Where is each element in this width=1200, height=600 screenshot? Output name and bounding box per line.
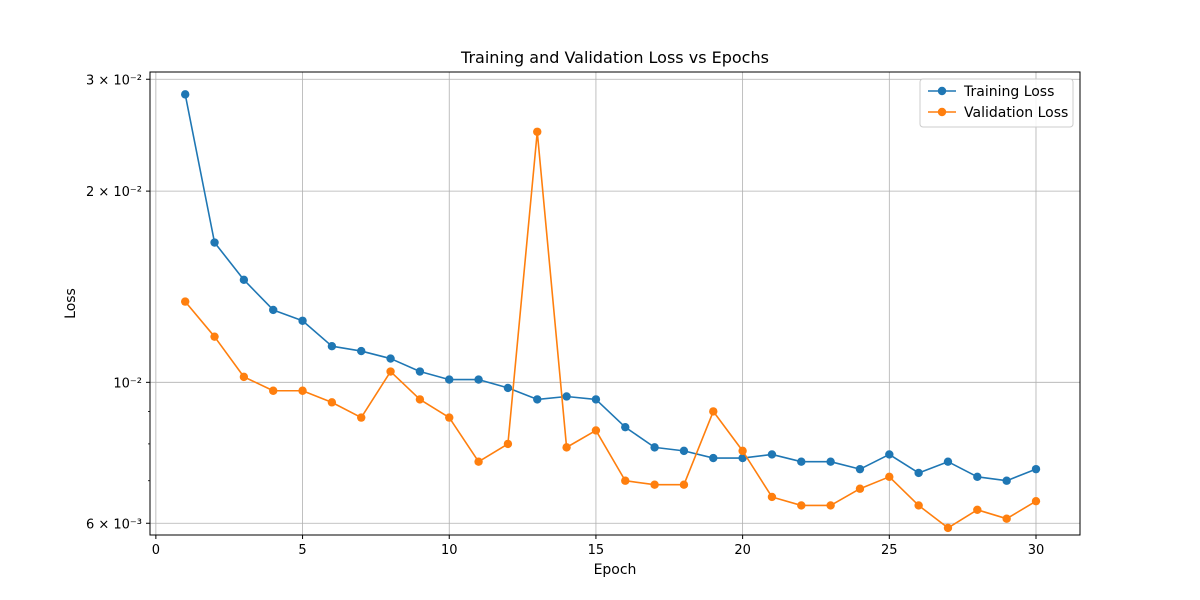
chart-title: Training and Validation Loss vs Epochs — [460, 48, 769, 67]
data-point — [650, 443, 659, 452]
data-point — [533, 127, 542, 136]
data-point — [914, 468, 923, 478]
data-point — [826, 457, 835, 466]
data-point — [415, 395, 425, 404]
legend-item: Training Loss — [928, 84, 1054, 100]
data-point — [269, 305, 278, 315]
y-tick-label: 3 × 10⁻² — [86, 73, 142, 88]
data-point — [181, 90, 190, 99]
legend-box — [919, 78, 1074, 128]
series-validation-loss — [181, 127, 1041, 533]
data-point — [650, 480, 659, 489]
series-line — [184, 130, 1037, 529]
series-line — [184, 94, 1037, 482]
x-tick-label: 25 — [881, 543, 898, 558]
plot-frame — [149, 71, 1081, 536]
data-point — [298, 316, 307, 325]
data-point — [767, 450, 777, 459]
ticks: 0 5 10 15 20 25 30 6 × 10⁻³ 10⁻² 2 × 10⁻² 3 × 10⁻² — [86, 73, 1044, 558]
data-point — [797, 501, 806, 510]
legend-item: Validation Loss — [928, 105, 1068, 121]
y-tick-label: 10⁻² — [113, 376, 142, 391]
data-point — [357, 346, 366, 356]
data-point — [474, 457, 483, 466]
data-point — [709, 407, 718, 416]
data-point — [239, 275, 249, 285]
data-point — [679, 446, 689, 456]
data-point — [239, 372, 249, 382]
data-point — [943, 523, 953, 533]
x-tick-label: 10 — [441, 543, 458, 558]
x-tick-label: 30 — [1028, 543, 1045, 558]
data-point — [562, 392, 571, 401]
x-tick-label: 0 — [152, 543, 160, 558]
data-point — [1031, 464, 1041, 474]
data-point — [1002, 476, 1011, 485]
x-tick-label: 15 — [588, 543, 605, 558]
data-point — [621, 476, 630, 485]
data-point — [1031, 496, 1041, 506]
data-point — [1002, 514, 1011, 523]
data-point — [767, 492, 777, 502]
data-point — [855, 484, 865, 493]
data-point — [973, 505, 982, 514]
data-point — [386, 354, 395, 363]
data-point — [738, 453, 747, 463]
legend-marker — [937, 86, 947, 96]
y-tick-label: 2 × 10⁻² — [86, 185, 142, 200]
data-point — [503, 383, 513, 393]
y-axis-label: Loss — [63, 288, 79, 319]
legend: Training Loss Validation Loss — [919, 78, 1074, 128]
data-point — [386, 367, 395, 376]
data-point — [914, 501, 923, 510]
data-point — [210, 332, 219, 341]
data-point — [474, 375, 483, 384]
data-point — [943, 457, 953, 466]
series-layer — [181, 90, 1041, 533]
data-point — [210, 238, 219, 247]
data-point — [591, 426, 601, 435]
data-point — [709, 453, 718, 463]
data-point — [357, 413, 366, 422]
data-point — [885, 450, 894, 459]
data-point — [533, 395, 542, 404]
data-point — [503, 439, 513, 449]
data-point — [855, 464, 865, 474]
legend-marker — [937, 107, 947, 117]
data-point — [591, 395, 601, 404]
legend-label: Training Loss — [963, 84, 1054, 100]
data-point — [562, 443, 571, 452]
data-point — [298, 386, 307, 395]
data-point — [415, 367, 425, 376]
data-point — [738, 446, 747, 456]
series-training-loss — [181, 90, 1041, 485]
data-point — [445, 413, 454, 422]
data-point — [327, 398, 337, 407]
data-point — [885, 472, 894, 482]
data-point — [327, 341, 337, 351]
legend-label: Validation Loss — [964, 105, 1068, 121]
data-point — [621, 422, 630, 432]
data-point — [826, 501, 835, 510]
x-tick-label: 5 — [298, 543, 306, 558]
data-point — [679, 480, 689, 489]
x-tick-label: 20 — [734, 543, 751, 558]
data-point — [445, 375, 454, 384]
data-point — [269, 386, 278, 395]
data-point — [797, 457, 806, 466]
x-axis-label: Epoch — [594, 562, 637, 578]
data-point — [973, 472, 982, 482]
y-tick-label: 6 × 10⁻³ — [86, 517, 142, 532]
data-point — [181, 297, 190, 306]
